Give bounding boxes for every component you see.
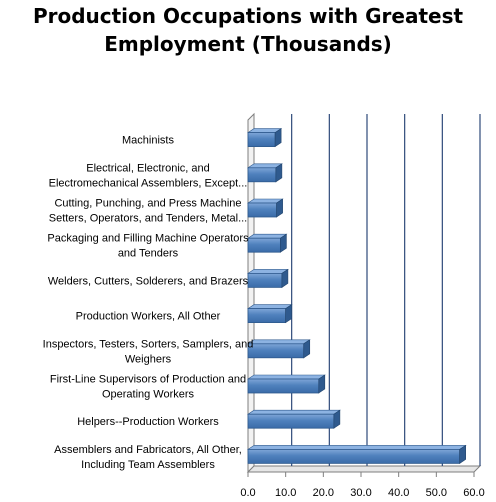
x-tick-label: 50.0 bbox=[426, 487, 447, 499]
bar-end bbox=[333, 409, 341, 429]
bar bbox=[247, 268, 289, 288]
x-tick-label: 30.0 bbox=[350, 487, 371, 499]
bar-end bbox=[459, 444, 466, 464]
category-label: Operating Workers bbox=[102, 389, 195, 401]
bar-front bbox=[247, 272, 283, 288]
bar-front bbox=[247, 167, 277, 183]
x-tick-label: 40.0 bbox=[388, 487, 409, 499]
bar-front bbox=[247, 378, 320, 394]
bar-top bbox=[247, 409, 341, 415]
bar bbox=[247, 339, 311, 359]
bar bbox=[247, 163, 283, 183]
category-label: and Tenders bbox=[118, 248, 179, 260]
bar-top bbox=[247, 339, 311, 345]
x-tick-label: 10.0 bbox=[275, 487, 296, 499]
bar-top bbox=[247, 233, 288, 239]
bar-top bbox=[247, 445, 467, 450]
bar bbox=[247, 444, 467, 464]
x-tick-label: 20.0 bbox=[313, 487, 334, 499]
x-tick-label: 0.0 bbox=[240, 487, 255, 499]
chart-title-line-1: Production Occupations with Greatest bbox=[32, 4, 464, 28]
bar-front bbox=[247, 413, 335, 429]
x-tick-label: 60.0 bbox=[463, 487, 484, 499]
bar-end bbox=[303, 339, 311, 359]
category-label: Assemblers and Fabricators, All Other, bbox=[54, 444, 242, 456]
category-label: Inspectors, Testers, Sorters, Samplers, … bbox=[43, 338, 254, 350]
category-label: Electromechanical Assemblers, Except... bbox=[49, 177, 248, 189]
bar-end bbox=[274, 128, 282, 148]
bar bbox=[247, 198, 284, 218]
bar bbox=[247, 233, 288, 253]
category-label: Including Team Assemblers bbox=[81, 459, 215, 471]
category-label: Production Workers, All Other bbox=[76, 311, 221, 323]
bar-end bbox=[281, 268, 289, 288]
bar bbox=[247, 374, 326, 394]
bar-front bbox=[247, 343, 305, 359]
category-label: First-Line Supervisors of Production and bbox=[50, 374, 246, 386]
bar-end bbox=[276, 198, 283, 218]
chart-title: Production Occupations with Greatest Emp… bbox=[0, 2, 496, 58]
bar-front bbox=[247, 132, 276, 148]
bar bbox=[247, 409, 341, 429]
bar-top bbox=[247, 374, 326, 380]
category-label: Cutting, Punching, and Press Machine bbox=[54, 198, 241, 210]
bar-front bbox=[247, 202, 278, 218]
bar-end bbox=[275, 163, 283, 183]
category-label: Machinists bbox=[122, 135, 174, 147]
bar-front bbox=[247, 448, 461, 464]
category-label: Helpers--Production Workers bbox=[77, 416, 219, 428]
bar-front bbox=[247, 308, 287, 324]
bar-end bbox=[280, 233, 287, 253]
bar-front bbox=[247, 237, 281, 253]
bar-end bbox=[318, 374, 326, 394]
bar-top bbox=[247, 269, 289, 274]
category-label: Weighers bbox=[125, 353, 172, 365]
floor bbox=[246, 465, 482, 473]
category-label: Packaging and Filling Machine Operators bbox=[47, 233, 249, 245]
bar-top bbox=[247, 304, 293, 309]
bar bbox=[247, 128, 283, 148]
category-label: Electrical, Electronic, and bbox=[86, 162, 210, 174]
category-label: Welders, Cutters, Solderers, and Brazers bbox=[48, 275, 249, 287]
chart-title-line-2: Employment (Thousands) bbox=[104, 32, 392, 56]
bar-end bbox=[285, 304, 292, 324]
bar bbox=[247, 304, 293, 324]
category-label: Setters, Operators, and Tenders, Metal..… bbox=[49, 213, 248, 225]
